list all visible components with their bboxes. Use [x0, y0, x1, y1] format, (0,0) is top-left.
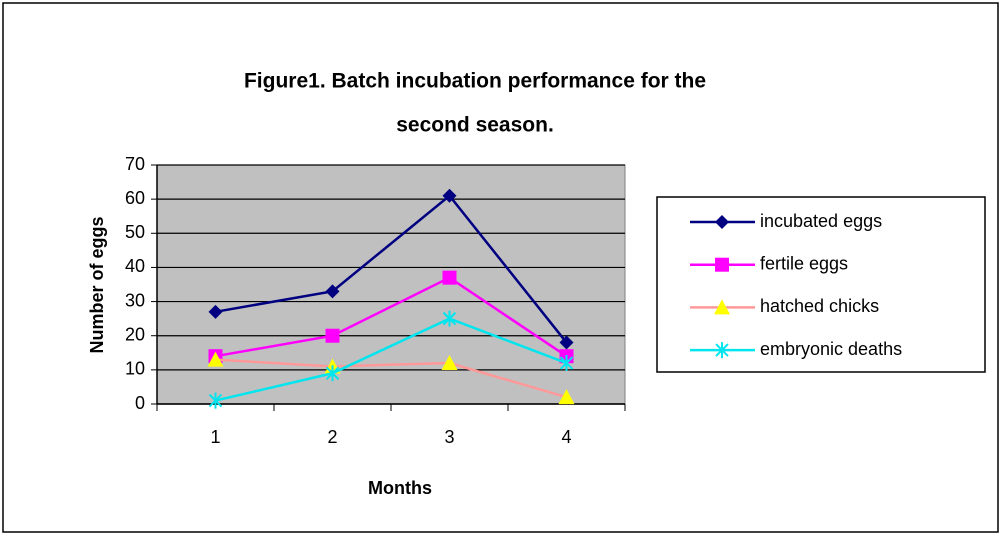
chart-title: second season. [396, 114, 554, 137]
data-point [559, 355, 574, 372]
legend-label: incubated eggs [760, 211, 882, 231]
legend-label: embryonic deaths [760, 339, 902, 359]
data-point [325, 328, 340, 343]
x-tick-label: 2 [327, 427, 337, 447]
legend-marker [714, 299, 730, 315]
x-tick-label: 1 [210, 427, 220, 447]
x-axis-label: Months [368, 478, 432, 498]
plot-area [156, 164, 626, 405]
legend-marker [715, 257, 729, 272]
x-tick-label: 3 [444, 427, 454, 447]
series-line [215, 358, 567, 399]
data-point [325, 284, 340, 299]
series-line [215, 276, 568, 358]
data-point [442, 188, 457, 203]
y-tick-label: 50 [125, 222, 145, 242]
legend [656, 196, 986, 373]
data-point [558, 389, 575, 405]
x-tick-label: 4 [561, 427, 571, 447]
y-tick-label: 40 [125, 256, 145, 276]
data-point [207, 351, 224, 367]
series-line [215, 317, 567, 402]
data-point [559, 335, 574, 350]
legend-marker [715, 215, 729, 229]
y-axis-label: Number of eggs [87, 216, 107, 353]
data-point [441, 355, 458, 371]
data-point [208, 304, 223, 319]
y-tick-label: 30 [125, 290, 145, 310]
y-tick-label: 0 [135, 393, 145, 413]
legend-marker [715, 342, 729, 359]
data-point [208, 392, 223, 409]
legend-label: fertile eggs [760, 253, 848, 273]
data-point [442, 310, 457, 327]
series-line [215, 193, 568, 344]
y-tick-label: 10 [125, 359, 145, 379]
data-point [325, 365, 340, 382]
y-tick-label: 60 [125, 188, 145, 208]
data-point [442, 270, 457, 285]
legend-label: hatched chicks [760, 296, 879, 316]
y-tick-label: 20 [125, 324, 145, 344]
chart-title: Figure1. Batch incubation performance fo… [244, 70, 706, 93]
y-tick-label: 70 [125, 154, 145, 174]
